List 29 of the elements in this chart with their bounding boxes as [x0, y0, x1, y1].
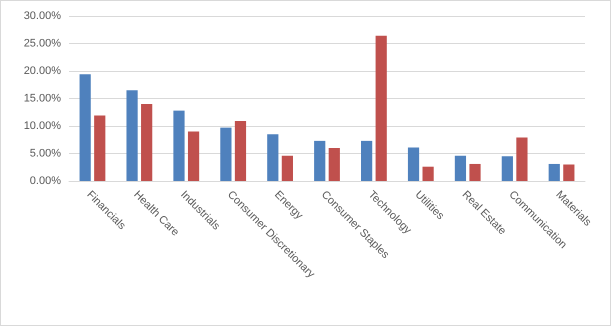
bar	[80, 74, 91, 181]
bar	[220, 128, 232, 181]
y-tick-label: 20.00%	[24, 65, 62, 77]
y-tick-label: 25.00%	[24, 38, 62, 50]
bar	[94, 116, 106, 181]
bar	[188, 132, 200, 181]
y-tick-label: 15.00%	[24, 92, 62, 104]
bar	[516, 138, 528, 181]
bar	[376, 36, 387, 181]
bar	[328, 148, 340, 181]
y-tick-label: 30.00%	[24, 10, 62, 22]
bar	[141, 104, 152, 181]
bar	[126, 90, 138, 181]
bar	[502, 156, 513, 181]
bar	[469, 164, 481, 181]
bar	[361, 140, 372, 181]
bar	[422, 166, 434, 181]
bar	[282, 156, 293, 181]
bar	[314, 140, 326, 181]
y-tick-label: 10.00%	[24, 120, 62, 132]
bar	[548, 164, 560, 181]
bar	[267, 134, 278, 181]
bar	[173, 110, 185, 181]
y-tick-label: 5.00%	[30, 148, 62, 160]
bar	[454, 156, 466, 181]
bar	[563, 164, 574, 181]
bar	[408, 147, 420, 181]
y-tick-label: 0.00%	[30, 175, 62, 187]
bar	[234, 121, 246, 181]
